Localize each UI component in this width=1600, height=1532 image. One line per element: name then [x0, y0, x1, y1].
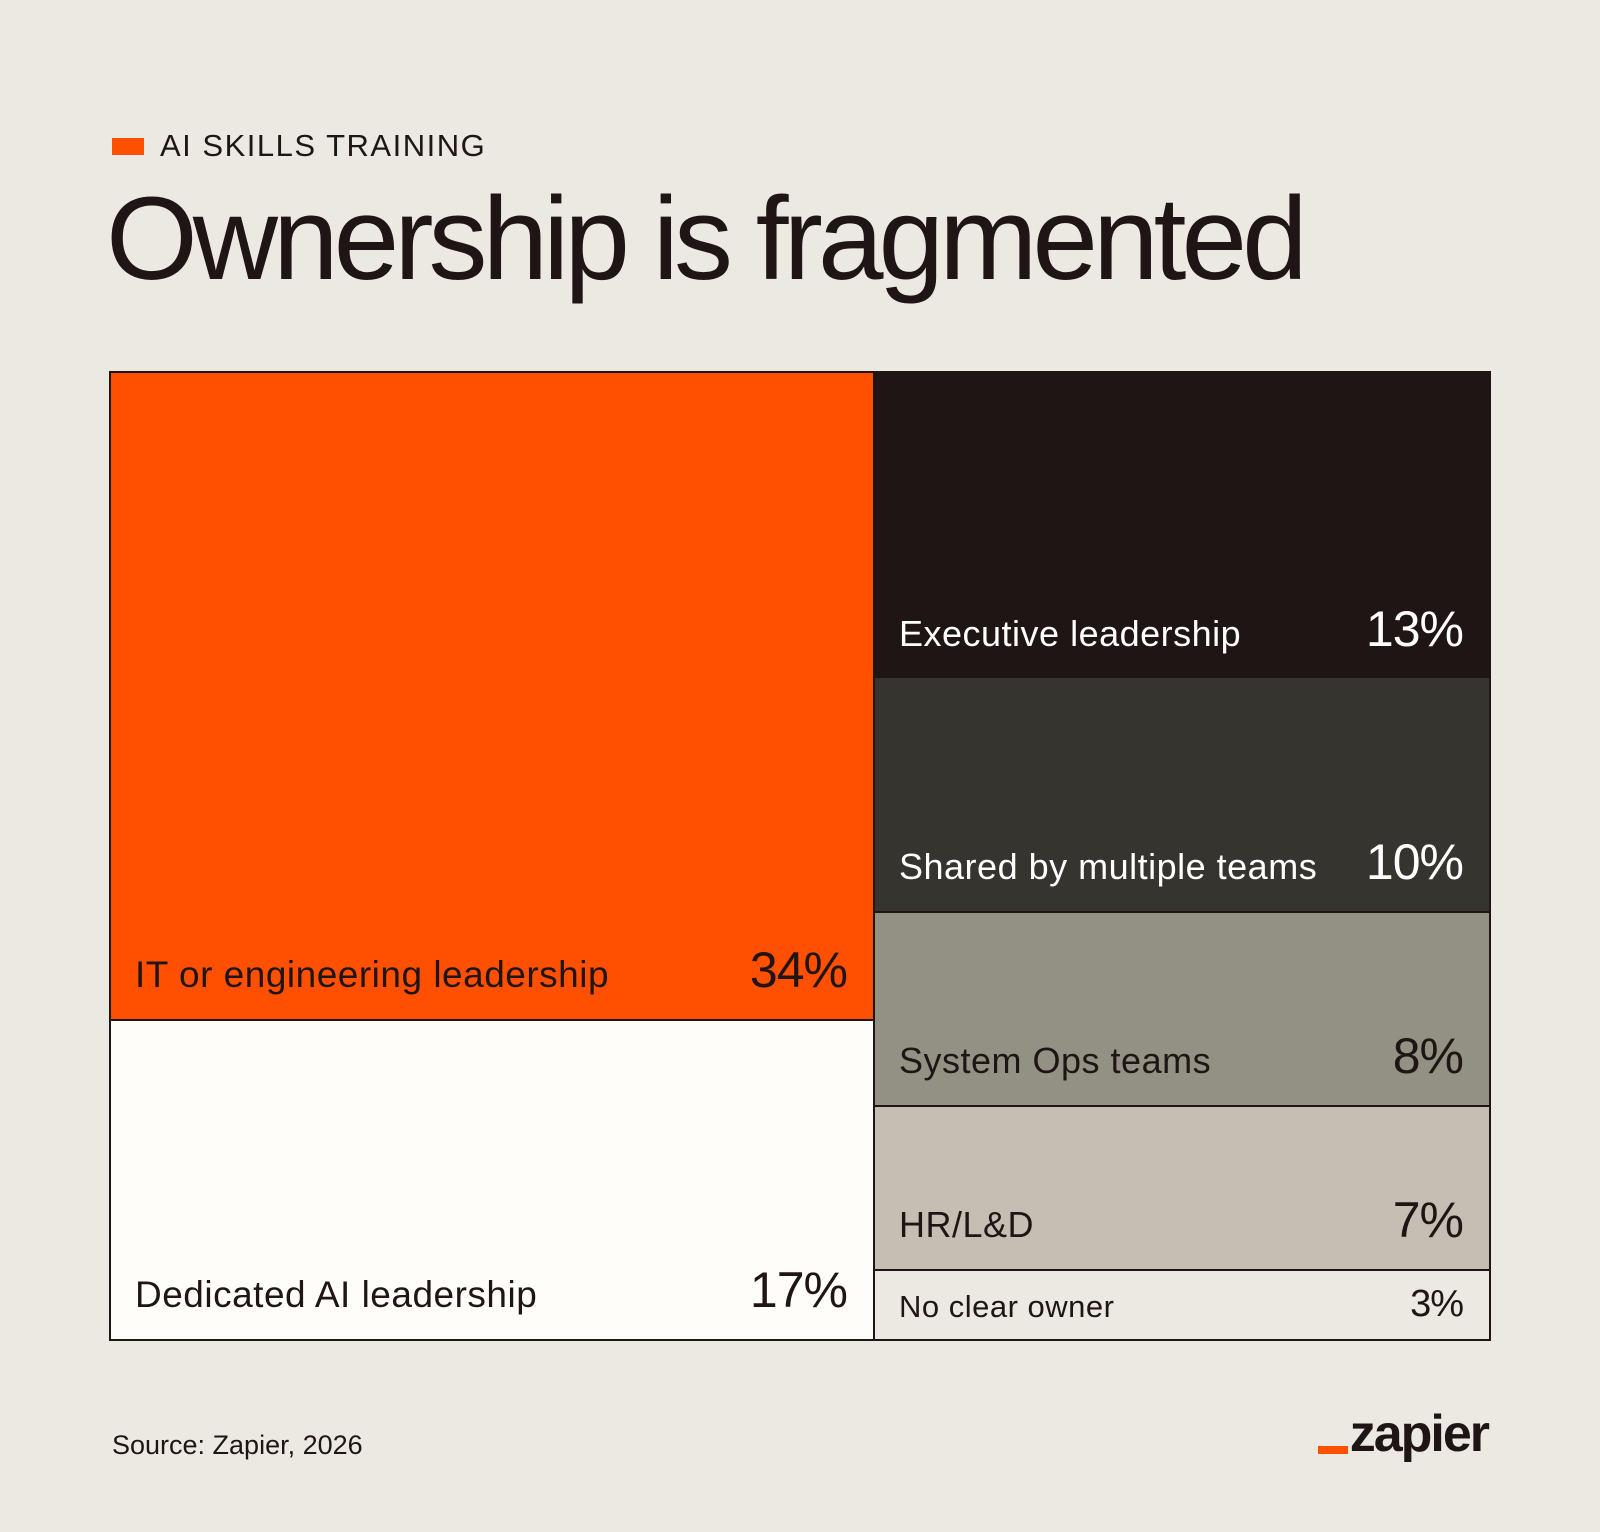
- treemap-tile-shared-teams: Shared by multiple teams 10%: [873, 678, 1489, 911]
- kicker-label: AI SKILLS TRAINING: [160, 128, 487, 163]
- tile-value: 7%: [1392, 1192, 1464, 1248]
- treemap-tile-hr-ld: HR/L&D 7%: [873, 1105, 1489, 1269]
- source-note: Source: Zapier, 2026: [112, 1430, 363, 1460]
- logo-underscore-mark: [1317, 1446, 1348, 1454]
- treemap-tile-dedicated-ai: Dedicated AI leadership 17%: [111, 1019, 873, 1339]
- tile-label: Executive leadership: [899, 612, 1242, 654]
- logo-wordmark: zapier: [1349, 1405, 1490, 1463]
- tile-value: 13%: [1365, 601, 1464, 657]
- treemap-tile-it-engineering: IT or engineering leadership 34%: [111, 373, 873, 1019]
- tile-label: Dedicated AI leadership: [135, 1274, 538, 1316]
- zapier-logo: zapier: [1317, 1405, 1490, 1468]
- tile-label: System Ops teams: [899, 1039, 1212, 1081]
- ownership-treemap: IT or engineering leadership 34% Dedicated…: [109, 371, 1491, 1341]
- tile-value: 17%: [749, 1262, 848, 1318]
- tile-label: IT or engineering leadership: [135, 954, 610, 996]
- treemap-tile-executive: Executive leadership 13%: [873, 373, 1489, 678]
- category-kicker: AI SKILLS TRAINING: [112, 128, 486, 164]
- tile-value: 8%: [1392, 1028, 1464, 1084]
- page-title: Ownership is fragmented: [106, 173, 1308, 305]
- treemap-tile-system-ops: System Ops teams 8%: [873, 911, 1489, 1105]
- tile-value: 10%: [1365, 834, 1464, 890]
- tile-label: HR/L&D: [899, 1203, 1035, 1245]
- tile-value: 34%: [749, 942, 848, 998]
- tile-value: 3%: [1410, 1283, 1464, 1325]
- treemap-tile-no-clear-owner: No clear owner 3%: [873, 1269, 1489, 1339]
- tile-label: Shared by multiple teams: [899, 845, 1318, 887]
- orange-accent-mark: [112, 137, 144, 155]
- tile-label: No clear owner: [899, 1288, 1115, 1324]
